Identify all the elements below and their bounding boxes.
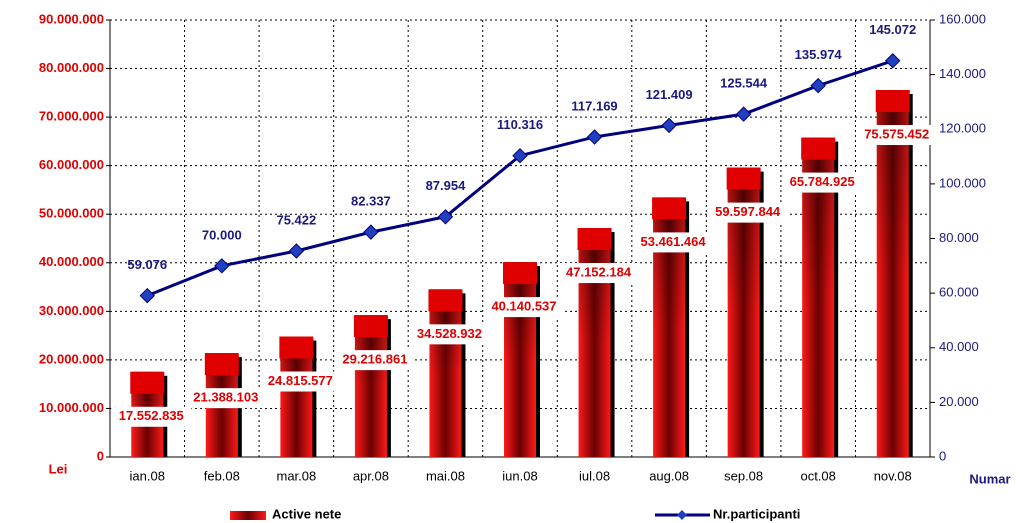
value-label: 65.784.925	[790, 174, 855, 189]
y-tick-label: 30.000.000	[39, 303, 104, 318]
value-label-bg	[484, 297, 564, 318]
y2-tick-label: 60.000	[939, 285, 979, 300]
y2-tick-label: 0	[939, 448, 946, 463]
y-tick-label: 70.000.000	[39, 109, 104, 124]
line-marker	[139, 287, 155, 304]
y-tick-label: 10.000.000	[39, 400, 104, 415]
legend-swatch	[230, 511, 266, 520]
legend-label: Nr.participanti	[713, 506, 800, 521]
y2-tick-label: 20.000	[939, 394, 979, 409]
y-tick-label: 40.000.000	[39, 254, 104, 269]
value-label: 29.216.861	[342, 352, 407, 367]
bar-shade	[504, 262, 536, 457]
value-label: 24.815.577	[268, 373, 333, 388]
line-marker	[437, 209, 454, 225]
value-label: 117.169	[571, 98, 617, 113]
y2-tick-label: 100.000	[939, 175, 986, 190]
line-marker	[661, 117, 677, 134]
bar-cap	[577, 228, 612, 251]
x-tick-label: apr.08	[353, 468, 389, 483]
line-marker	[288, 243, 305, 259]
value-label: 59.076	[127, 257, 167, 272]
line-marker	[885, 53, 901, 69]
x-tick-label: oct.08	[800, 468, 835, 483]
bar-cap	[353, 315, 388, 338]
bar-shade	[429, 289, 462, 457]
value-label: 21.388.103	[193, 390, 258, 405]
x-tick-label: iun.08	[502, 468, 537, 483]
value-label: 17.552.835	[119, 408, 184, 423]
value-label: 82.337	[351, 194, 391, 209]
line-marker	[214, 258, 230, 274]
value-label-bg	[185, 388, 266, 409]
x-tick-label: sep.08	[724, 468, 763, 483]
y-tick-label: 20.000.000	[39, 351, 104, 366]
y-tick-label: 90.000.000	[39, 11, 104, 26]
bar-cap	[652, 197, 687, 220]
x-tick-label: mar.08	[276, 468, 316, 483]
value-label-bg	[633, 232, 714, 253]
value-label: 53.461.464	[641, 234, 707, 249]
value-label: 75.575.452	[864, 126, 929, 141]
bar-cap	[204, 353, 239, 376]
bar-cap	[503, 262, 537, 285]
y-tick-label: 60.000.000	[39, 157, 104, 172]
bar-shade	[354, 315, 387, 457]
y2-tick-label: 160.000	[939, 11, 986, 26]
y-tick-label: 50.000.000	[39, 206, 104, 221]
y2-tick-label: 120.000	[939, 121, 986, 136]
value-label-bg	[260, 371, 341, 392]
legend-label: Active nete	[272, 506, 341, 521]
y2-tick-label: 40.000	[939, 339, 979, 354]
value-label-bg	[782, 172, 863, 193]
x-tick-label: nov.08	[874, 468, 912, 483]
bar-cap	[726, 167, 761, 190]
x-tick-label: aug.08	[649, 468, 689, 483]
value-label-bg	[856, 125, 937, 146]
line-marker	[512, 147, 528, 164]
bar-cap	[130, 371, 165, 394]
value-label: 47.152.184	[566, 264, 632, 279]
legend-marker	[677, 510, 687, 520]
value-label: 135.974	[795, 47, 843, 62]
x-tick-label: ian.08	[130, 468, 165, 483]
value-label: 87.954	[426, 178, 467, 193]
y2-tick-label: 140.000	[939, 66, 986, 81]
value-label: 110.316	[497, 117, 543, 132]
value-label: 125.544	[720, 76, 768, 91]
bar-shade	[578, 228, 611, 457]
value-label: 75.422	[276, 212, 316, 227]
bar-cap	[428, 289, 463, 312]
value-label: 59.597.844	[715, 204, 781, 219]
y-tick-label: 0	[97, 448, 104, 463]
line-marker	[586, 129, 603, 145]
bar-cap	[875, 90, 910, 113]
y-tick-label: 80.000.000	[39, 60, 104, 75]
value-label-bg	[111, 406, 192, 427]
value-label-bg	[409, 324, 490, 345]
x-tick-label: mai.08	[426, 468, 465, 483]
y2-tick-label: 80.000	[939, 230, 979, 245]
value-label-bg	[558, 263, 639, 284]
bar-cap	[801, 137, 836, 160]
value-label: 70.000	[202, 227, 242, 242]
bar-cap	[279, 336, 314, 359]
x-tick-label: feb.08	[204, 468, 240, 483]
value-label: 40.140.537	[491, 299, 556, 314]
line-marker	[810, 77, 826, 94]
x-tick-label: iul.08	[579, 468, 610, 483]
value-label: 34.528.932	[417, 326, 482, 341]
bar-shade	[876, 90, 909, 458]
y2-axis-label: Numar	[969, 471, 1010, 486]
line-marker	[363, 224, 379, 240]
value-label-bg	[707, 202, 788, 223]
value-label: 121.409	[646, 87, 693, 102]
y-axis-label: Lei	[49, 461, 68, 476]
value-label: 145.072	[869, 22, 916, 37]
line-marker	[735, 106, 752, 122]
value-label-bg	[334, 350, 415, 371]
